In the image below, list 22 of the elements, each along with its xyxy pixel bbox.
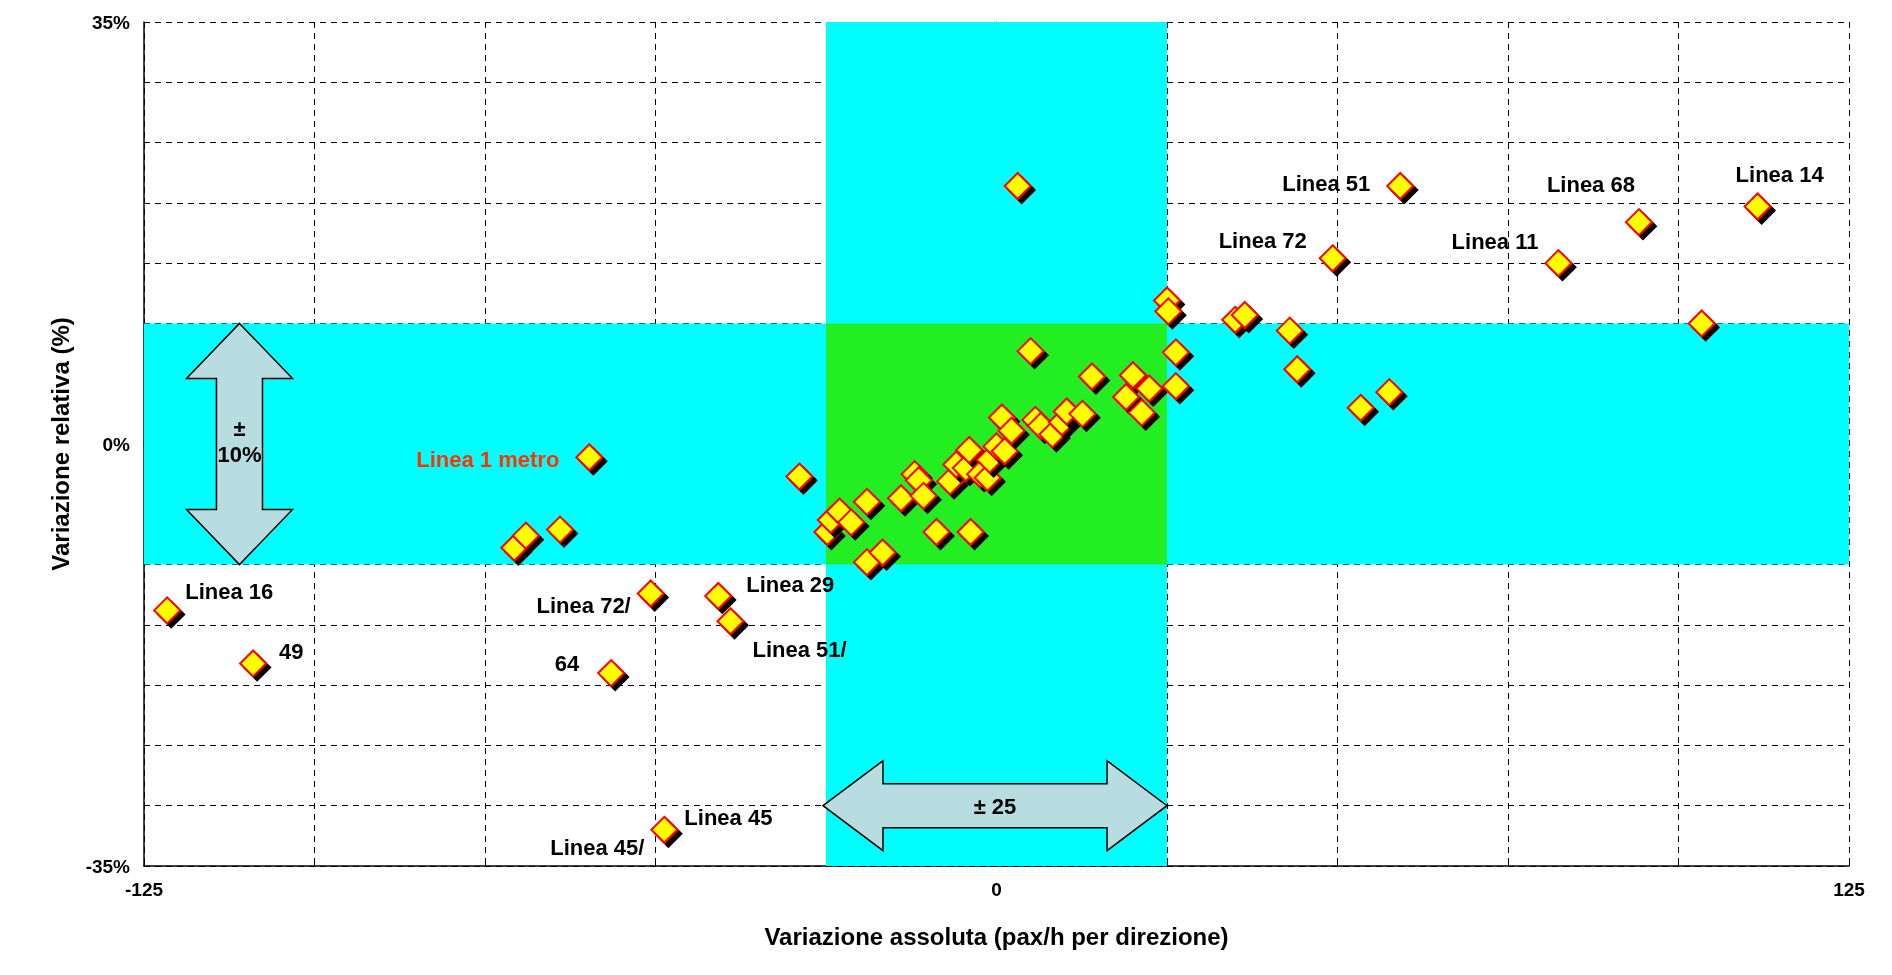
y-tick-label: -35% — [85, 855, 131, 877]
y-tick-label: 0% — [102, 433, 131, 455]
annotation: 49 — [279, 638, 304, 664]
annotation: Linea 45/ — [550, 835, 645, 861]
annotation: 64 — [554, 650, 580, 676]
y-tick-label: 35% — [91, 11, 131, 33]
x-tick-label: 0 — [991, 879, 1002, 900]
annotation: Linea 16 — [185, 578, 274, 604]
x-tick-label: -125 — [124, 879, 164, 900]
annotation: Linea 11 — [1451, 228, 1539, 254]
annotation: ± 10% — [217, 416, 262, 467]
annotation: Linea 1 metro — [416, 446, 560, 472]
annotation: Linea 68 — [1546, 171, 1635, 197]
annotation: Linea 51 — [1282, 171, 1371, 197]
annotation: Linea 45 — [684, 805, 773, 831]
annotation: ± 25 — [973, 793, 1017, 819]
annotation: Linea 14 — [1735, 161, 1825, 187]
x-tick-label: 125 — [1833, 879, 1866, 900]
annotation: Linea 72/ — [536, 593, 631, 619]
x-axis-title: Variazione assoluta (pax/h per direzione) — [764, 922, 1229, 950]
y-axis-title: Variazione relativa (%) — [46, 317, 74, 571]
annotation: Linea 72 — [1218, 227, 1307, 253]
